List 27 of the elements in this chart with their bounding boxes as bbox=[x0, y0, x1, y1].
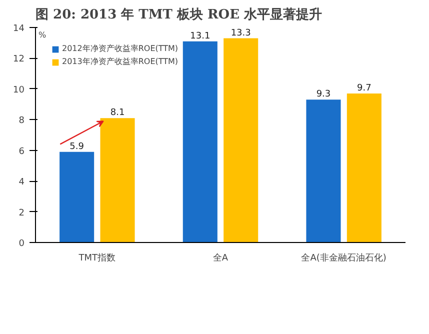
data-label: 13.1 bbox=[190, 31, 210, 42]
bar bbox=[182, 41, 218, 242]
bar bbox=[224, 38, 258, 242]
y-tick-label: 10 bbox=[13, 85, 25, 96]
bar bbox=[306, 100, 341, 242]
y-tick-label: 12 bbox=[13, 54, 24, 65]
y-tick-label: 14 bbox=[13, 24, 25, 34]
x-tick-label: 全A(非金融石油石化) bbox=[301, 252, 386, 264]
y-tick-label: 0 bbox=[18, 239, 25, 249]
data-label: 5.9 bbox=[70, 142, 84, 152]
legend-label: 2013年净资产收益率ROE(TTM) bbox=[62, 56, 178, 67]
y-tick-label: 2 bbox=[18, 208, 25, 218]
data-label: 8.1 bbox=[110, 108, 125, 118]
bar bbox=[100, 118, 135, 242]
x-tick-label: 全A bbox=[212, 252, 229, 264]
legend-label: 2012年净资产收益率ROE(TTM) bbox=[62, 43, 178, 54]
y-tick-label: 8 bbox=[18, 116, 25, 126]
x-tick-label: TMT指数 bbox=[78, 252, 116, 264]
chart-title: 图 20: 2013 年 TMT 板块 ROE 水平显著提升 bbox=[36, 6, 322, 22]
data-label: 9.7 bbox=[357, 84, 372, 94]
annotation: % bbox=[38, 30, 46, 40]
data-label: 13.3 bbox=[230, 28, 251, 38]
data-label: 9.3 bbox=[316, 90, 331, 100]
y-tick-label: 6 bbox=[18, 146, 25, 157]
bar bbox=[60, 152, 94, 242]
y-tick-label: 4 bbox=[18, 178, 25, 188]
bar bbox=[346, 94, 382, 242]
